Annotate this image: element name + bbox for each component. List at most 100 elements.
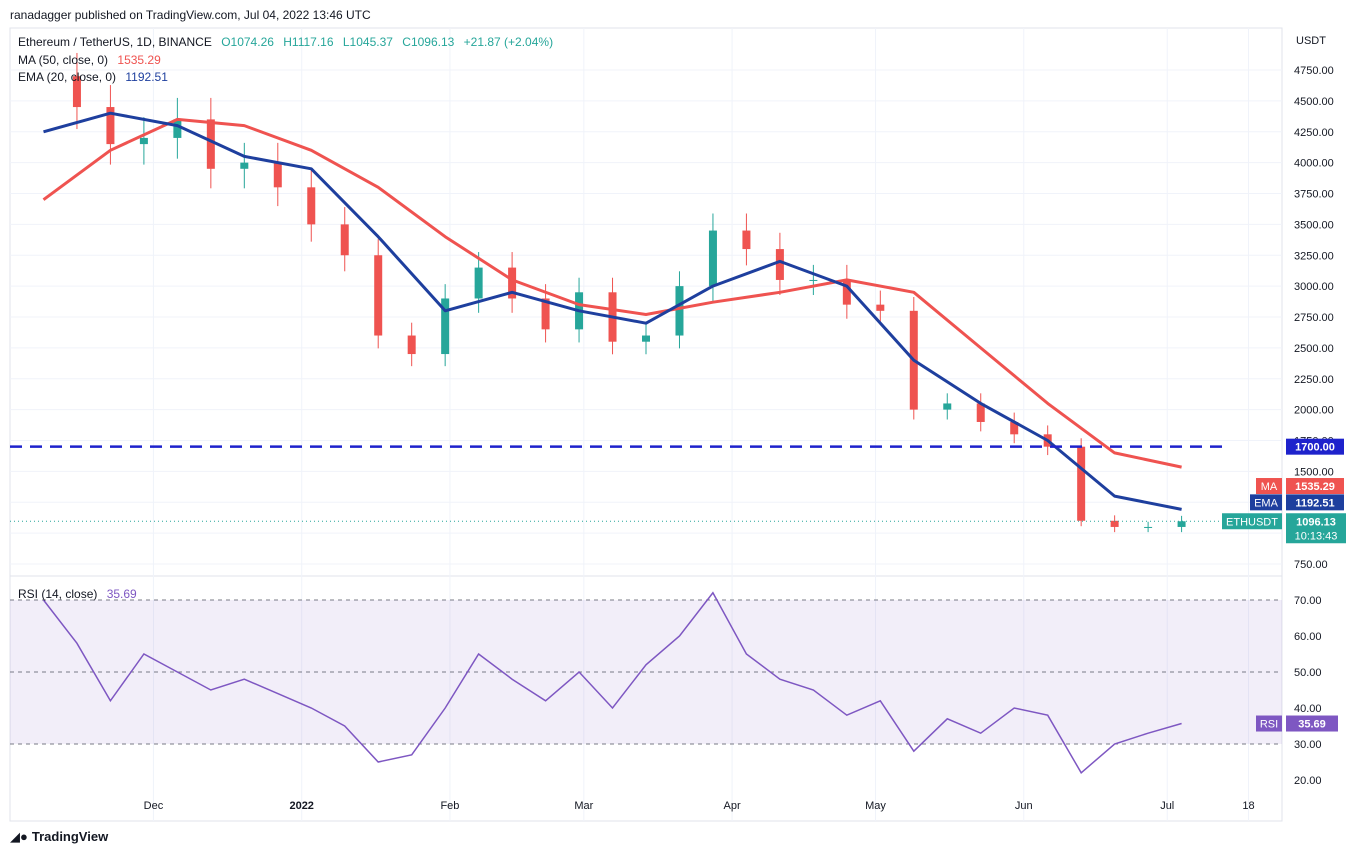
tradingview-brand[interactable]: ◢● TradingView [10, 829, 108, 845]
rsi-band-fill [10, 600, 1282, 744]
candle-body [273, 162, 282, 188]
candle-body [876, 304, 885, 311]
candle-body [708, 230, 717, 287]
rsi-line [42, 591, 1182, 774]
price-tick-label: 4500.00 [1294, 96, 1334, 108]
price-tick-label: 4250.00 [1294, 127, 1334, 139]
candle-body [775, 249, 784, 280]
x-tick-label: 2022 [289, 800, 313, 812]
x-tick-label: Mar [574, 800, 593, 812]
ma-tag: MA 1535.29 [1256, 478, 1344, 495]
close-value: C1096.13 [402, 35, 455, 49]
candle-body [340, 224, 349, 256]
candle-body [675, 286, 684, 336]
price-pane[interactable] [9, 27, 1283, 577]
price-tick-label: 3250.00 [1294, 250, 1334, 262]
x-tick-label: May [865, 800, 886, 812]
rsi-pane[interactable] [9, 575, 1283, 822]
candle-body [842, 279, 851, 305]
x-tick-label: Feb [440, 800, 459, 812]
candle-body [742, 230, 751, 250]
candle-body [474, 267, 483, 299]
attribution: ranadagger published on TradingView.com,… [10, 8, 371, 22]
rsi-tag-value: 35.69 [1298, 719, 1326, 731]
ma-tag-value: 1535.29 [1295, 481, 1335, 493]
ma-legend[interactable]: MA (50, close, 0) 1535.29 [18, 53, 161, 67]
ma-legend-value: 1535.29 [117, 53, 161, 67]
candle-body [809, 279, 818, 281]
price-tick-label: 3500.00 [1294, 219, 1334, 231]
x-tick-label: 18 [1242, 800, 1254, 812]
price-tick-label: 1500.00 [1294, 466, 1334, 478]
ema-line [43, 111, 1182, 511]
candle-body [1077, 446, 1086, 521]
candle-body [1110, 520, 1119, 527]
candle-body [407, 335, 416, 355]
price-tick-label: 4000.00 [1294, 158, 1334, 170]
countdown-value: 10:13:43 [1295, 530, 1338, 542]
symbol-title: Ethereum / TetherUS, 1D, BINANCE [18, 35, 212, 49]
price-tick-label: 4750.00 [1294, 65, 1334, 77]
high-value: H1117.16 [283, 35, 334, 49]
ema-legend-label: EMA (20, close, 0) [18, 70, 117, 84]
price-tick-label: 2000.00 [1294, 405, 1334, 417]
price-tick-label: 3750.00 [1294, 189, 1334, 201]
x-tick-label: Jun [1015, 800, 1033, 812]
candle-body [173, 119, 182, 138]
ema-tag-value: 1192.51 [1295, 497, 1334, 509]
rsi-tick-label: 60.00 [1294, 631, 1322, 643]
ema-legend-value: 1192.51 [125, 70, 168, 84]
rsi-legend-label: RSI (14, close) [18, 587, 98, 601]
rsi-tick-label: 20.00 [1294, 775, 1322, 787]
x-tick-label: Apr [724, 800, 741, 812]
price-tick-label: 2750.00 [1294, 312, 1334, 324]
candle-body [508, 267, 517, 299]
change-value: +21.87 (+2.04%) [463, 35, 554, 49]
price-tick-label: 750.00 [1294, 559, 1328, 571]
ema-tag: EMA 1192.51 [1250, 494, 1344, 511]
open-value: O1074.26 [221, 35, 274, 49]
candle-body [1010, 421, 1019, 435]
candle-body [1144, 526, 1153, 528]
candle-body [943, 403, 952, 410]
rsi-legend-value: 35.69 [106, 587, 137, 601]
price-tag-value: 1096.13 [1296, 516, 1336, 528]
price-tick-label: 2250.00 [1294, 374, 1334, 386]
candle-body [307, 187, 316, 225]
rsi-tag-name: RSI [1260, 719, 1278, 731]
ema-legend[interactable]: EMA (20, close, 0) 1192.51 [18, 70, 168, 84]
ma-line [42, 117, 1182, 469]
level-tag-value: 1700.00 [1295, 442, 1335, 454]
rsi-tick-label: 50.00 [1294, 667, 1322, 679]
candle-body [72, 76, 81, 108]
candle-body [240, 162, 249, 169]
candle-body [1177, 521, 1186, 527]
candle-body [206, 119, 215, 169]
rsi-tick-label: 30.00 [1294, 739, 1322, 751]
low-value: L1045.37 [342, 35, 393, 49]
ema-tag-name: EMA [1254, 497, 1279, 509]
x-tick-label: Jul [1160, 800, 1174, 812]
candle-body [374, 255, 383, 336]
price-tick-label: 2500.00 [1294, 343, 1334, 355]
brand-name: TradingView [31, 829, 109, 844]
rsi-tick-label: 70.00 [1294, 595, 1322, 607]
price-tick-label: 3000.00 [1294, 281, 1334, 293]
candle-body [441, 298, 450, 355]
rsi-tick-label: 40.00 [1294, 703, 1322, 715]
symbol-tag: ETHUSDT [1226, 516, 1278, 528]
candle-body [976, 403, 985, 422]
rsi-legend[interactable]: RSI (14, close) 35.69 [18, 587, 137, 601]
ma-legend-label: MA (50, close, 0) [18, 53, 109, 67]
candle-body [139, 137, 148, 145]
x-tick-label: Dec [144, 800, 164, 812]
tradingview-logo-icon: ◢● [10, 829, 28, 844]
candle-body [106, 107, 115, 145]
rsi-tag: RSI 35.69 [1256, 715, 1338, 732]
candle-body [541, 298, 550, 330]
candle-body [642, 335, 650, 342]
symbol-legend: Ethereum / TetherUS, 1D, BINANCE O1074.2… [18, 35, 553, 49]
currency-label: USDT [1296, 35, 1326, 47]
level-tag: 1700.00 [1286, 438, 1344, 455]
